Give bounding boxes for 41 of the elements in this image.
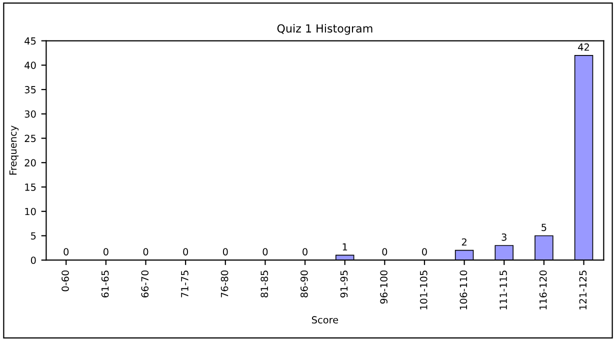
- data-label: 0: [382, 248, 388, 256]
- data-label: 1: [342, 243, 348, 250]
- x-tick-label: 71-75: [181, 270, 188, 298]
- y-tick-label: 45: [24, 37, 36, 45]
- y-tick-label: 5: [31, 232, 36, 240]
- x-tick-label: 61-65: [101, 270, 109, 298]
- data-label: 3: [502, 233, 506, 241]
- x-tick-label: 86-90: [300, 270, 308, 298]
- y-tick-label: 15: [25, 184, 36, 191]
- y-axis-title: Frequency: [9, 126, 19, 175]
- data-label: 42: [578, 43, 589, 51]
- data-label: 2: [462, 238, 466, 246]
- data-label: 5: [542, 224, 546, 232]
- y-tick-label: 10: [25, 208, 36, 216]
- y-tick-label: 30: [24, 110, 36, 118]
- x-tick-label: 111-115: [500, 270, 507, 310]
- data-label: 0: [103, 248, 108, 256]
- x-tick-label: 81-85: [260, 270, 268, 298]
- x-tick-label: 0-60: [62, 270, 69, 292]
- data-label: 0: [143, 248, 148, 256]
- data-label: 0: [422, 248, 427, 256]
- x-tick-label: 76-80: [220, 270, 228, 298]
- data-label: 0: [64, 248, 69, 256]
- data-label: 0: [302, 248, 308, 256]
- x-tick-label: 106-110: [460, 270, 468, 310]
- y-tick-label: 40: [24, 62, 36, 69]
- data-label: 0: [262, 248, 268, 256]
- x-tick-label: 101-105: [420, 270, 428, 310]
- y-tick-label: 25: [24, 134, 36, 142]
- y-tick-label: 35: [24, 86, 36, 94]
- data-label: 0: [183, 248, 188, 256]
- y-tick-label: 20: [24, 159, 36, 166]
- x-axis-title: Score: [312, 316, 338, 324]
- x-tick-label: 96-100: [380, 270, 388, 304]
- x-tick-label: 66-70: [141, 270, 149, 298]
- data-label: 0: [222, 248, 228, 256]
- y-tick-label: 0: [30, 256, 36, 264]
- x-tick-label: 116-120: [539, 270, 547, 310]
- chart-title: Quiz 1 Histogram: [277, 24, 372, 35]
- x-tick-label: 91-95: [340, 270, 348, 298]
- x-tick-label: 121-125: [579, 270, 587, 310]
